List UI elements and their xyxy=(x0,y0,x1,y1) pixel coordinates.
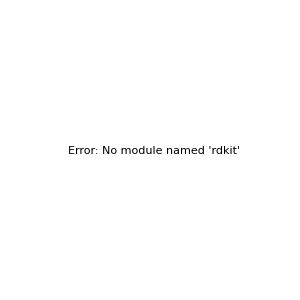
Text: Error: No module named 'rdkit': Error: No module named 'rdkit' xyxy=(68,146,240,157)
